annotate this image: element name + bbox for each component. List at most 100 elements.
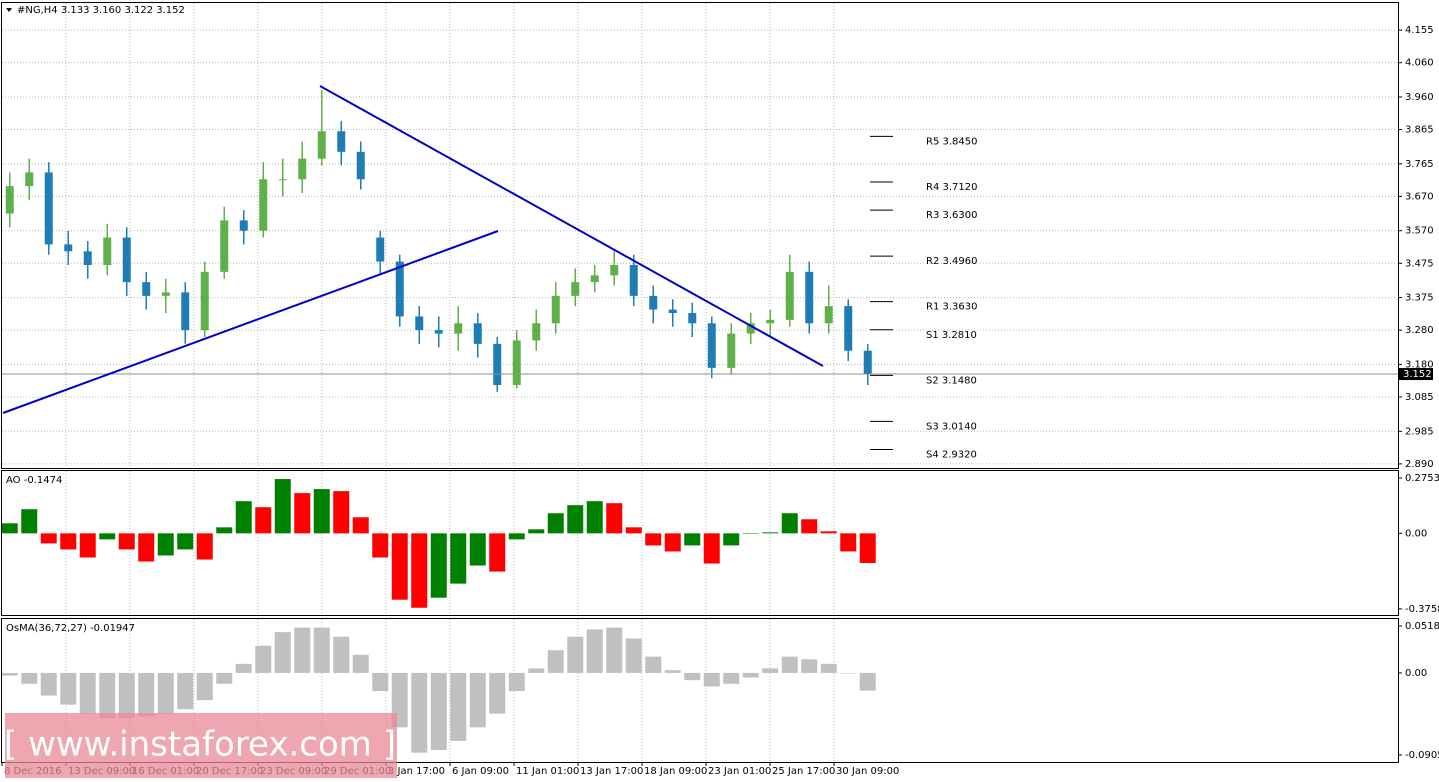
histogram-bar bbox=[450, 533, 467, 584]
candle-body bbox=[805, 271, 814, 324]
candle-body bbox=[551, 295, 560, 324]
histogram-bar bbox=[255, 645, 272, 673]
histogram-bar bbox=[352, 654, 369, 673]
histogram-bar bbox=[586, 629, 603, 673]
y-tick-label: 4.155 bbox=[1405, 25, 1434, 36]
last-price-label: 3.152 bbox=[1403, 369, 1432, 380]
histogram-bar bbox=[274, 632, 291, 673]
y-tick-label: 3.765 bbox=[1405, 159, 1434, 170]
candle-body bbox=[571, 282, 580, 296]
y-tick-label: 4.060 bbox=[1405, 58, 1434, 69]
candle-body bbox=[278, 179, 287, 181]
mark-layer bbox=[1, 29, 1433, 766]
candle-body bbox=[668, 309, 677, 313]
watermark-box bbox=[5, 713, 397, 778]
candle-body bbox=[181, 292, 190, 331]
chart-title: #NG,H4 3.133 3.160 3.122 3.152 bbox=[17, 5, 185, 16]
x-tick-label: 11 Jan 01:00 bbox=[516, 766, 579, 777]
histogram-bar bbox=[21, 509, 38, 534]
x-tick-label: 6 Jan 09:00 bbox=[452, 766, 509, 777]
candle-body bbox=[83, 251, 92, 265]
y-tick-label: 3.475 bbox=[1405, 258, 1434, 269]
histogram-bar bbox=[645, 656, 662, 673]
osma-title: OsMA(36,72,27) -0.01947 bbox=[6, 623, 135, 634]
x-tick-label: 18 Jan 09:00 bbox=[644, 766, 707, 777]
candle-body bbox=[298, 158, 307, 180]
x-tick-label: 25 Jan 17:00 bbox=[772, 766, 835, 777]
histogram-bar bbox=[781, 656, 798, 673]
histogram-bar bbox=[625, 527, 642, 534]
histogram-bar bbox=[40, 672, 57, 696]
histogram-bar bbox=[840, 672, 857, 674]
y-tick-label: 3.375 bbox=[1405, 293, 1434, 304]
histogram-bar bbox=[372, 533, 389, 558]
candle-body bbox=[44, 172, 53, 245]
histogram-bar bbox=[684, 533, 701, 546]
histogram-bar bbox=[859, 672, 876, 691]
y-tick-label: 0.2753 bbox=[1405, 473, 1439, 484]
candle-body bbox=[785, 271, 794, 320]
pivot-label: S2 3.1480 bbox=[926, 375, 977, 386]
candle-body bbox=[532, 323, 541, 341]
y-tick-label: 3.960 bbox=[1405, 92, 1434, 103]
y-tick-label: 3.570 bbox=[1405, 226, 1434, 237]
candle-body bbox=[727, 333, 736, 368]
histogram-bar bbox=[567, 505, 584, 534]
candle-body bbox=[337, 131, 346, 152]
histogram-bar bbox=[742, 672, 759, 678]
histogram-bar bbox=[99, 533, 116, 540]
candle-body bbox=[590, 275, 599, 283]
histogram-bar bbox=[723, 672, 740, 684]
y-tick-label: -0.3758 bbox=[1405, 604, 1439, 615]
histogram-bar bbox=[606, 627, 623, 673]
y-tick-label: 2.890 bbox=[1405, 459, 1434, 470]
candle-body bbox=[454, 323, 463, 334]
histogram-bar bbox=[60, 672, 77, 705]
histogram-bar bbox=[118, 533, 135, 550]
menu-arrow bbox=[6, 8, 12, 12]
histogram-bar bbox=[840, 533, 857, 552]
grid-layer bbox=[2, 3, 1398, 762]
histogram-bar bbox=[664, 670, 681, 673]
y-tick-label: 0.05182 bbox=[1405, 621, 1439, 632]
x-tick-label: 30 Jan 09:00 bbox=[836, 766, 899, 777]
candle-body bbox=[25, 172, 34, 187]
histogram-bar bbox=[138, 672, 155, 717]
histogram-bar bbox=[235, 501, 252, 534]
main-panel-frame bbox=[1, 2, 1399, 469]
histogram-bar bbox=[177, 672, 194, 710]
histogram-bar bbox=[235, 663, 252, 673]
histogram-bar bbox=[60, 533, 77, 550]
y-tick-label: 0.00 bbox=[1405, 668, 1427, 679]
candle-body bbox=[649, 295, 658, 310]
histogram-bar bbox=[196, 672, 213, 701]
pivot-label: S3 3.0140 bbox=[926, 421, 977, 432]
watermark: [ www.instaforex.com ] bbox=[4, 725, 396, 765]
x-tick-label: 13 Jan 17:00 bbox=[580, 766, 643, 777]
histogram-bar bbox=[645, 533, 662, 546]
histogram-bar bbox=[528, 529, 545, 534]
candle-body bbox=[64, 244, 73, 252]
pivot-label: R4 3.7120 bbox=[926, 182, 977, 193]
y-tick-label: 3.085 bbox=[1405, 392, 1434, 403]
histogram-bar bbox=[742, 533, 759, 534]
histogram-bar bbox=[801, 659, 818, 673]
histogram-bar bbox=[21, 672, 38, 684]
histogram-bar bbox=[723, 533, 740, 546]
histogram-bar bbox=[1, 672, 18, 676]
histogram-bar bbox=[547, 650, 564, 673]
x-tick-label: 23 Jan 01:00 bbox=[708, 766, 771, 777]
histogram-bar bbox=[820, 663, 837, 673]
candle-body bbox=[434, 330, 443, 334]
histogram-bar bbox=[489, 672, 506, 714]
candle-body bbox=[863, 350, 872, 375]
histogram-bar bbox=[703, 672, 720, 687]
histogram-bar bbox=[508, 672, 525, 692]
candle-body bbox=[376, 237, 385, 262]
candle-body bbox=[766, 319, 775, 324]
histogram-bar bbox=[625, 638, 642, 673]
osma-panel-frame bbox=[1, 618, 1399, 763]
y-tick-label: 3.670 bbox=[1405, 191, 1434, 202]
candle-body bbox=[317, 131, 326, 159]
